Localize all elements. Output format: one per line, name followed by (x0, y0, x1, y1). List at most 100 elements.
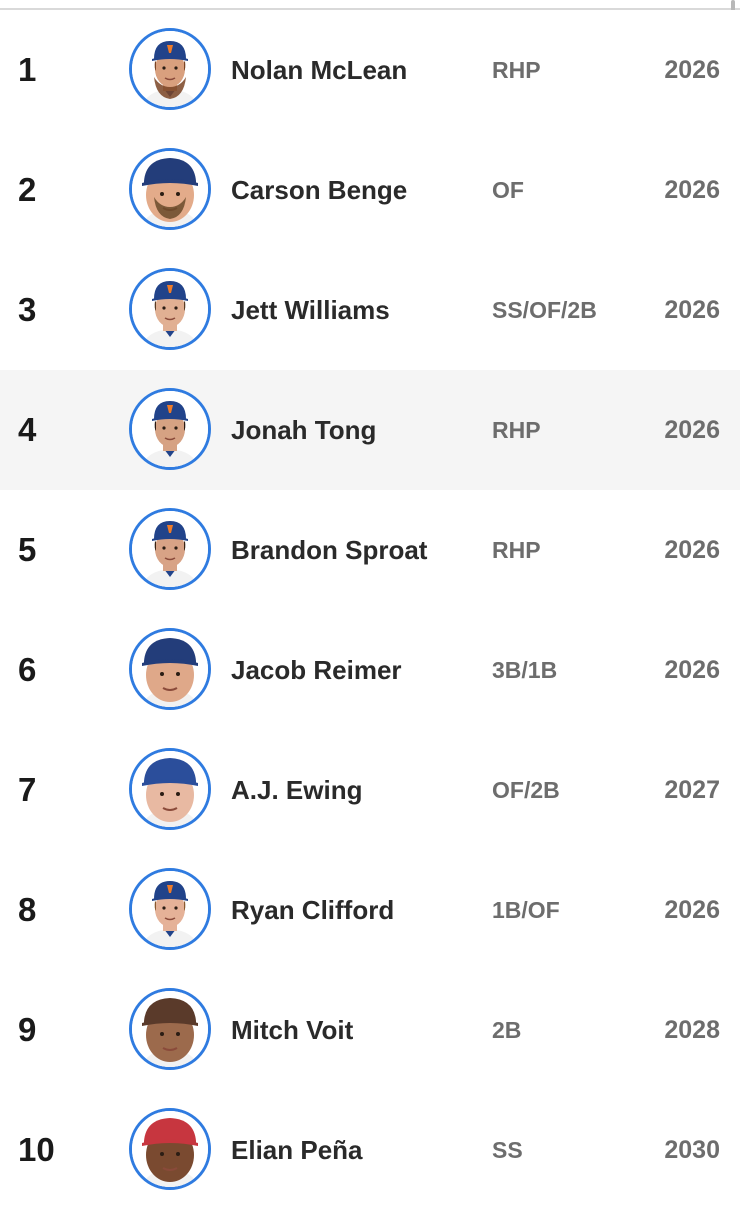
player-position: SS (492, 1136, 523, 1163)
eye-left (160, 792, 164, 796)
cap-crown (144, 998, 196, 1023)
player-eta: 2026 (664, 655, 720, 684)
cap-logo-mark (167, 405, 173, 413)
eye-left (162, 306, 166, 310)
face-shape (155, 51, 185, 87)
player-eta: 2026 (664, 895, 720, 924)
eye-right (176, 1032, 180, 1036)
player-eta: 2026 (664, 415, 720, 444)
eye-left (160, 1152, 164, 1156)
player-eta: 2026 (664, 175, 720, 204)
rank-number: 7 (18, 771, 37, 808)
mouth-shape (164, 557, 176, 561)
eye-left (162, 66, 166, 70)
player-avatar (129, 748, 211, 830)
eye-right (174, 546, 178, 550)
mouth-shape (164, 437, 176, 441)
player-avatar (129, 148, 211, 230)
headshot-illustration (132, 511, 208, 587)
headshot-illustration (132, 151, 208, 227)
cap-crown (144, 758, 196, 783)
prospect-row[interactable]: 9 Mitch Voit 2B 2028 (0, 970, 740, 1090)
cap-brim (142, 659, 198, 666)
eye-right (176, 1152, 180, 1156)
player-position: RHP (492, 416, 541, 443)
player-eta: 2026 (664, 55, 720, 84)
beard-shape (154, 77, 186, 99)
jersey-shape (142, 929, 198, 947)
prospect-row[interactable]: 5 Brandon Sproat RHP 2026 (0, 490, 740, 610)
player-position: 1B/OF (492, 896, 560, 923)
player-eta: 2026 (664, 295, 720, 324)
rank-number: 10 (18, 1131, 55, 1168)
prospect-row[interactable]: 7 A.J. Ewing OF/2B 2027 (0, 730, 740, 850)
prospect-row[interactable]: 6 Jacob Reimer 3B/1B 2026 (0, 610, 740, 730)
eye-left (160, 192, 164, 196)
player-avatar (129, 28, 211, 110)
player-avatar (129, 988, 211, 1070)
cap-logo-mark (167, 285, 173, 293)
player-position: OF/2B (492, 776, 560, 803)
player-avatar (129, 268, 211, 350)
prospect-row[interactable]: 10 Elian Peña SS 2030 (0, 1090, 740, 1210)
top-divider (0, 8, 740, 10)
mouth-shape (164, 917, 176, 921)
eye-right (174, 66, 178, 70)
prospect-row[interactable]: 4 Jonah Tong RHP 2026 (0, 370, 740, 490)
eye-left (162, 906, 166, 910)
prospect-row[interactable]: 8 Ryan Clifford 1B/OF 2026 (0, 850, 740, 970)
cap-logo-mark (167, 885, 173, 893)
cap-crown (144, 158, 196, 183)
player-name[interactable]: Jett Williams (231, 294, 390, 325)
prospect-list: 1 Nolan McLean RHP 2026 2 Carson Benge O… (0, 10, 740, 1210)
eye-left (162, 546, 166, 550)
player-name[interactable]: A.J. Ewing (231, 774, 363, 805)
player-name[interactable]: Mitch Voit (231, 1014, 354, 1045)
player-position: 3B/1B (492, 656, 558, 683)
eye-right (176, 672, 180, 676)
eye-left (160, 672, 164, 676)
rank-number: 8 (18, 891, 37, 928)
player-eta: 2030 (664, 1135, 720, 1164)
player-name[interactable]: Jonah Tong (231, 414, 377, 445)
prospect-row[interactable]: 3 Jett Williams SS/OF/2B 2026 (0, 250, 740, 370)
player-avatar (129, 868, 211, 950)
player-eta: 2028 (664, 1015, 720, 1044)
eye-right (174, 906, 178, 910)
eye-right (174, 306, 178, 310)
cap-brim (152, 416, 188, 421)
prospect-row[interactable]: 2 Carson Benge OF 2026 (0, 130, 740, 250)
player-name[interactable]: Elian Peña (231, 1134, 363, 1165)
jersey-shape (142, 569, 198, 587)
eye-right (176, 192, 180, 196)
player-position: RHP (492, 56, 541, 83)
eye-right (176, 792, 180, 796)
player-position: 2B (492, 1016, 522, 1043)
rank-number: 9 (18, 1011, 37, 1048)
prospect-row[interactable]: 1 Nolan McLean RHP 2026 (0, 10, 740, 130)
player-position: RHP (492, 536, 541, 563)
rank-number: 2 (18, 171, 37, 208)
cap-crown (144, 1118, 196, 1143)
player-avatar (129, 508, 211, 590)
face-shape (155, 411, 185, 447)
cap-brim (152, 896, 188, 901)
headshot-illustration (132, 871, 208, 947)
player-name[interactable]: Carson Benge (231, 174, 408, 205)
rank-number: 5 (18, 531, 37, 568)
cap-brim (142, 1139, 198, 1146)
player-avatar (129, 1108, 211, 1190)
cap-brim (152, 56, 188, 61)
rank-number: 6 (18, 651, 37, 688)
cap-brim (142, 1019, 198, 1026)
face-shape (155, 891, 185, 927)
player-name[interactable]: Jacob Reimer (231, 654, 402, 685)
player-name[interactable]: Brandon Sproat (231, 534, 428, 565)
player-name[interactable]: Nolan McLean (231, 54, 408, 85)
cap-crown (144, 638, 196, 663)
player-name[interactable]: Ryan Clifford (231, 894, 395, 925)
mouth-shape (164, 77, 176, 81)
mouth-shape (162, 1167, 178, 1171)
headshot-illustration (132, 271, 208, 347)
mouth-shape (162, 687, 178, 691)
